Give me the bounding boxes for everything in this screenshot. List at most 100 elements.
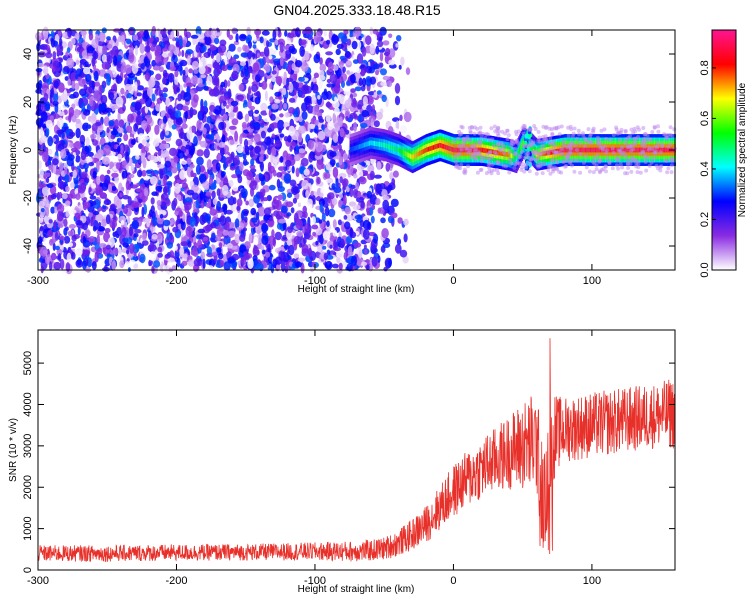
heatmap-cell	[284, 49, 291, 58]
heatmap-cell	[249, 180, 257, 191]
heatmap-cell	[132, 34, 138, 41]
heatmap-cell	[227, 80, 231, 87]
heatmap-cell	[343, 215, 348, 220]
heatmap-cell	[168, 44, 176, 53]
heatmap-cell	[101, 218, 107, 227]
ridge-cell	[429, 146, 431, 152]
heatmap-cell	[121, 34, 125, 46]
heatmap-cell	[242, 153, 247, 160]
heatmap-cell	[107, 133, 112, 140]
heatmap-cell	[98, 84, 103, 96]
ridge-cell	[504, 151, 507, 157]
heatmap-cell	[239, 244, 247, 254]
heatmap-cell	[212, 61, 220, 70]
heatmap-cell	[174, 183, 181, 194]
heatmap-cell	[286, 212, 292, 217]
heatmap-cell	[276, 178, 281, 189]
heatmap-cell	[323, 31, 327, 37]
heatmap-cell	[135, 155, 140, 160]
heatmap-cell	[106, 54, 113, 65]
heatmap-cell	[287, 227, 293, 234]
heatmap-cell	[239, 61, 247, 67]
heatmap-cell	[277, 186, 285, 192]
heatmap-cell	[35, 68, 43, 73]
heatmap-cells	[35, 25, 677, 275]
heatmap-cell	[250, 207, 257, 216]
heatmap-cell	[300, 61, 309, 72]
heatmap-cell	[134, 81, 138, 92]
heatmap-cell	[35, 117, 44, 127]
heatmap-cell	[122, 242, 129, 248]
heatmap-cell	[244, 45, 250, 53]
heatmap-cell	[155, 104, 161, 112]
heatmap-cell	[139, 253, 146, 264]
ridge-cell	[519, 147, 521, 153]
heatmap-cell	[271, 147, 277, 157]
ridge-cell	[477, 147, 480, 153]
heatmap-cell	[348, 30, 354, 38]
heatmap-cell	[246, 170, 253, 181]
heatmap-cell	[75, 193, 81, 201]
ridge-cell	[356, 145, 358, 151]
heatmap-cell	[162, 69, 168, 78]
heatmap-cell	[279, 41, 284, 53]
heatmap-cell	[158, 209, 167, 216]
heatmap-cell	[362, 219, 371, 231]
heatmap-cell	[238, 192, 242, 200]
heatmap-cell	[357, 99, 364, 107]
heatmap-cell	[149, 209, 153, 218]
heatmap-cell	[344, 111, 350, 116]
heatmap-cell	[182, 39, 187, 48]
heatmap-cell	[88, 212, 93, 218]
heatmap-cell	[139, 43, 145, 54]
heatmap-cell	[369, 170, 375, 180]
heatmap-cell	[67, 230, 74, 237]
heatmap-cell	[58, 191, 63, 199]
heatmap-cell	[94, 103, 99, 109]
heatmap-cell	[185, 82, 194, 88]
heatmap-cell	[120, 87, 125, 95]
ridge-cell	[401, 149, 404, 155]
heatmap-cell	[99, 174, 106, 182]
heatmap-cell	[181, 260, 188, 266]
heatmap-cell	[123, 133, 129, 142]
ridge-cell	[372, 140, 375, 146]
heatmap-cell	[369, 76, 377, 85]
heatmap-cell	[179, 59, 188, 67]
heatmap-cell	[145, 169, 153, 174]
heatmap-cell	[403, 218, 409, 226]
heatmap-cell	[317, 235, 322, 243]
heatmap-cell	[122, 237, 129, 243]
heatmap-cell	[43, 65, 49, 76]
heatmap-cell	[176, 161, 181, 172]
heatmap-cell	[286, 192, 293, 198]
heatmap-cell	[226, 50, 232, 60]
heatmap-cell	[334, 96, 338, 102]
heatmap-cell	[211, 190, 216, 199]
heatmap-cell	[350, 73, 356, 84]
heatmap-cell	[102, 156, 110, 165]
heatmap-cell	[353, 59, 359, 64]
ridge-cell	[444, 144, 446, 150]
heatmap-cell	[137, 169, 143, 178]
heatmap-cell	[126, 261, 130, 266]
heatmap-cell	[39, 43, 48, 50]
heatmap-cell	[43, 236, 48, 246]
heatmap-cell	[90, 133, 97, 140]
heatmap-cell	[219, 88, 227, 94]
heatmap-cell	[92, 139, 98, 146]
heatmap-cell	[82, 240, 91, 248]
heatmap-cell	[288, 125, 296, 137]
heatmap-cell	[337, 94, 345, 101]
heatmap-cell	[75, 155, 81, 163]
heatmap-cell	[194, 149, 198, 155]
heatmap-cell	[345, 190, 351, 197]
heatmap-cell	[321, 212, 326, 222]
heatmap-cell	[150, 44, 156, 52]
heatmap-cell	[381, 228, 389, 239]
heatmap-cell	[229, 166, 236, 171]
ridge-cell	[395, 146, 397, 152]
heatmap-cell	[151, 233, 158, 240]
heatmap-cell	[209, 208, 217, 216]
